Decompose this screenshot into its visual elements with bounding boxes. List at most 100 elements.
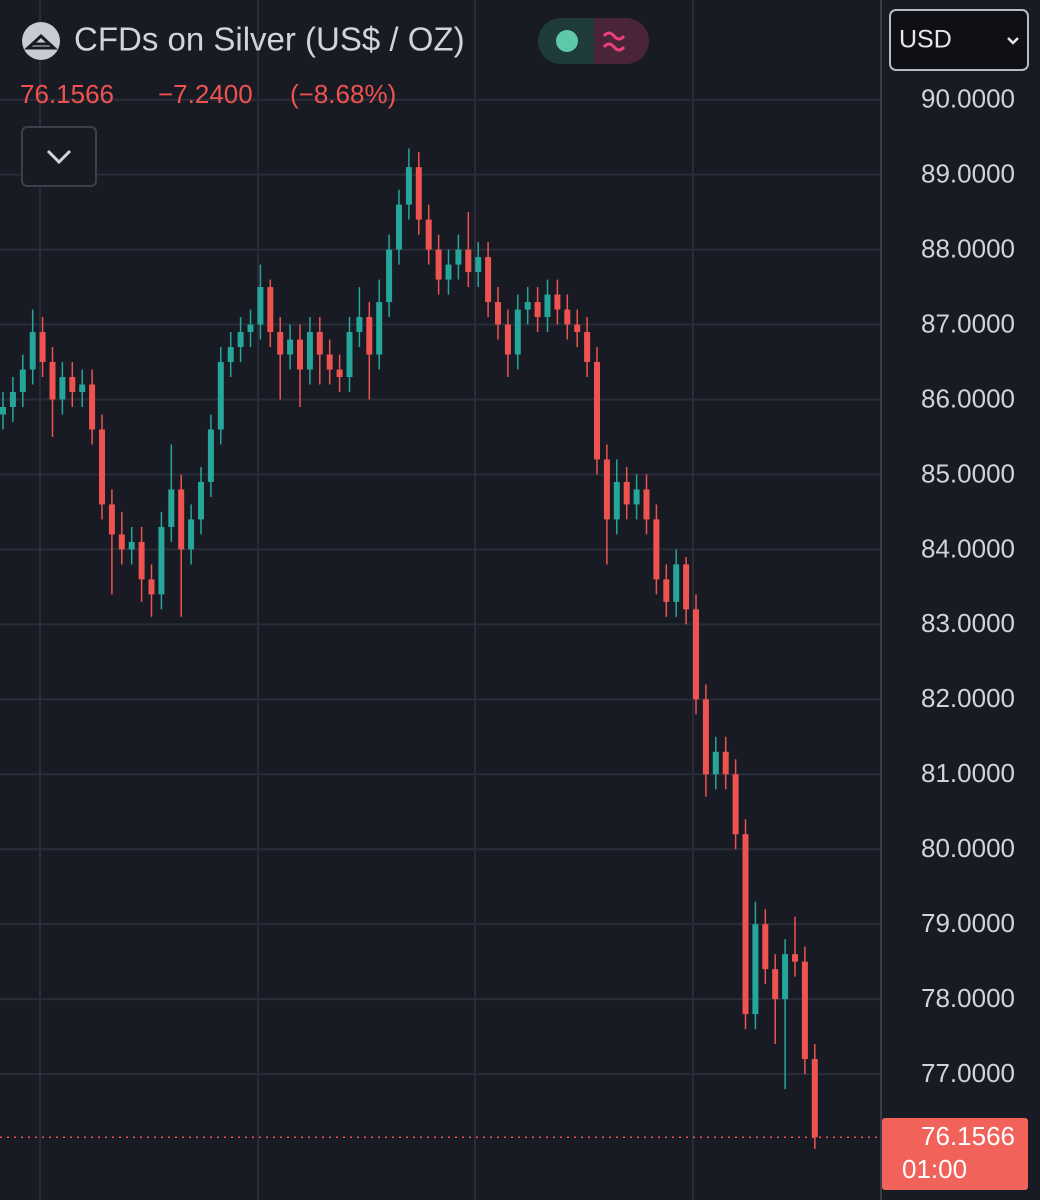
candle-body [336,369,343,378]
candle-body [59,377,66,400]
delayed-icon [602,31,626,52]
candle-body [792,954,798,962]
candle-body [584,332,591,363]
y-tick-label: 83.0000 [921,608,1015,638]
candle-body [287,339,294,355]
currency-select[interactable]: USD [889,9,1029,71]
candle-body [653,519,660,580]
candle-body [168,489,175,527]
candle-body [297,339,303,370]
candle-body [673,564,680,602]
candle-body [495,302,501,325]
y-tick-label: 80.0000 [921,833,1015,863]
candle-body [188,519,195,550]
title: CFDs on Silver (US$ / OZ) [74,21,465,58]
candle-body [663,579,670,602]
y-tick-label: 86.0000 [921,383,1015,413]
candle-body [99,429,105,505]
candle-body [356,317,363,333]
candle-body [772,969,779,1000]
candle-body [633,489,640,505]
collapse-button-frame [21,126,97,187]
dropdown-icon [1007,37,1019,45]
y-tick-label: 78.0000 [921,983,1015,1013]
candle-body [148,579,155,595]
candle-body [69,377,76,393]
candle-body [366,317,373,355]
candle-body [19,369,26,393]
candle-body [386,249,393,303]
candle-body [237,332,244,348]
candle-body [118,534,125,550]
candle-body [415,167,422,220]
candle-body [207,429,214,482]
candle-body [752,924,759,1015]
y-tick-label: 77.0000 [921,1058,1015,1088]
symbol-icon [22,22,60,60]
y-tick-label: 79.0000 [921,908,1015,938]
candle-body [801,961,808,1060]
y-tick-label: 85.0000 [921,458,1015,488]
candle-body [465,249,472,273]
y-tick-label: 90.0000 [921,84,1015,114]
y-axis: 77.0000 78.0000 79.0000 80.0000 81.0000 82.00… [921,84,1015,1088]
candle-body [29,332,36,370]
symbol-icon-glyph [24,33,58,50]
chevron-icon [46,149,72,165]
candle-body [9,392,16,407]
candle-body [217,362,224,430]
currency-label: USD [899,26,952,54]
candle-body [613,481,620,520]
candle-body [376,302,383,355]
candle-body [178,489,185,550]
price-change: −7.2400 [158,79,253,109]
candle-body [326,354,333,370]
y-tick-label: 89.0000 [921,159,1015,189]
y-grid [0,98,880,1076]
candle-body [693,609,699,700]
last-price-tag: 76.1566 01:00 [882,1118,1028,1190]
candle-body [128,541,135,550]
candle-body [732,774,739,835]
candle-body [405,167,412,205]
y-tick-label: 87.0000 [921,308,1015,338]
candle-body [49,362,56,400]
candle-body [89,384,96,430]
candle-body [702,699,709,775]
candle-body [346,332,353,378]
candle-body [306,332,313,370]
candle-body [594,362,600,460]
y-tick-label: 88.0000 [921,233,1015,263]
candle-body [138,541,145,580]
last-price-tag-price: 76.1566 [921,1121,1015,1151]
candle-body [574,324,581,333]
candle-body [108,504,115,535]
countdown: 01:00 [902,1154,967,1184]
candle-body [396,204,402,250]
candle-body [722,751,729,775]
currency-select-frame [889,9,1029,71]
candle-body [623,481,630,505]
candle-body [257,287,264,325]
candle-body [742,834,749,1015]
toggle-right [594,18,649,64]
price-change-pct: (−8.68%) [290,79,396,109]
candle-body [316,332,323,355]
candle-body [514,309,521,355]
candle-body [267,287,274,333]
y-tick-label: 84.0000 [921,533,1015,563]
candle-body [544,294,551,318]
candle-body [247,324,254,333]
candle-body [554,294,561,310]
candle-body [445,264,452,280]
y-tick-label: 82.0000 [921,683,1015,713]
status-toggle[interactable] [538,18,649,64]
candle-body [811,1059,818,1138]
candle-body [475,257,482,273]
candle-body [39,332,46,363]
candle-body [564,309,571,325]
collapse-button[interactable] [21,126,97,187]
candle-body [524,302,531,310]
